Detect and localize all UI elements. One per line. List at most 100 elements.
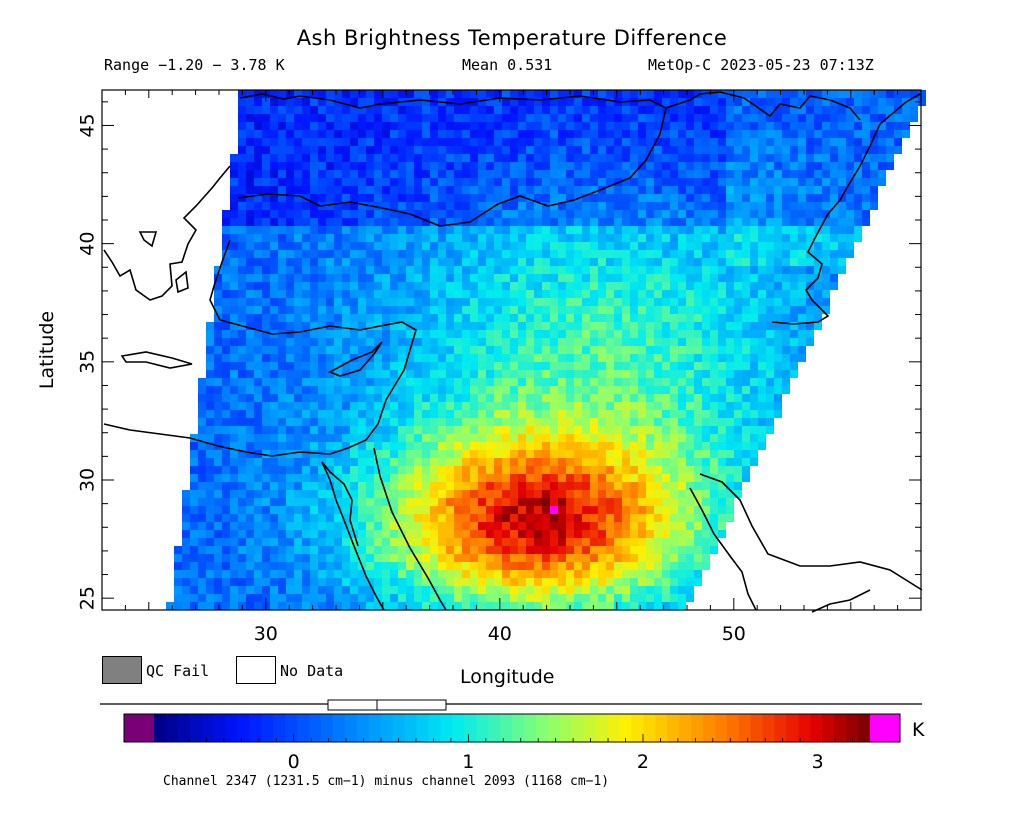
swath-pixel — [742, 418, 750, 426]
swath-pixel — [318, 498, 326, 506]
swath-pixel — [542, 442, 550, 450]
swath-pixel — [622, 490, 630, 498]
swath-pixel — [414, 98, 422, 106]
swath-pixel — [686, 426, 694, 434]
swath-pixel — [222, 298, 230, 306]
swath-pixel — [590, 522, 598, 530]
swath-pixel — [310, 482, 318, 490]
swath-pixel — [838, 162, 846, 170]
swath-pixel — [270, 130, 278, 138]
swath-pixel — [694, 266, 702, 274]
swath-pixel — [606, 218, 614, 226]
swath-pixel — [462, 290, 470, 298]
swath-pixel — [478, 578, 486, 586]
swath-pixel — [222, 506, 230, 514]
swath-pixel — [638, 450, 646, 458]
swath-pixel — [550, 386, 558, 394]
swath-pixel — [734, 178, 742, 186]
swath-pixel — [542, 426, 550, 434]
swath-pixel — [614, 186, 622, 194]
swath-pixel — [270, 154, 278, 162]
swath-pixel — [262, 418, 270, 426]
swath-pixel — [670, 210, 678, 218]
swath-pixel — [310, 258, 318, 266]
swath-pixel — [318, 98, 326, 106]
swath-pixel — [686, 586, 694, 594]
swath-pixel — [406, 546, 414, 554]
swath-pixel — [654, 210, 662, 218]
swath-pixel — [478, 242, 486, 250]
swath-pixel — [622, 386, 630, 394]
swath-pixel — [286, 146, 294, 154]
swath-pixel — [742, 250, 750, 258]
swath-pixel — [494, 290, 502, 298]
swath-pixel — [662, 354, 670, 362]
swath-pixel — [558, 266, 566, 274]
swath-pixel — [414, 282, 422, 290]
swath-pixel — [286, 282, 294, 290]
swath-pixel — [782, 162, 790, 170]
swath-pixel — [654, 314, 662, 322]
swath-pixel — [662, 170, 670, 178]
swath-pixel — [670, 538, 678, 546]
swath-pixel — [606, 554, 614, 562]
swath-pixel — [382, 338, 390, 346]
swath-pixel — [358, 194, 366, 202]
swath-pixel — [342, 354, 350, 362]
swath-pixel — [350, 418, 358, 426]
swath-pixel — [678, 498, 686, 506]
swath-pixel — [278, 202, 286, 210]
swath-pixel — [214, 450, 222, 458]
swath-pixel — [238, 498, 246, 506]
swath-pixel — [238, 530, 246, 538]
swath-pixel — [454, 274, 462, 282]
swath-pixel — [462, 274, 470, 282]
swath-pixel — [870, 202, 878, 210]
swath-pixel — [342, 418, 350, 426]
swath-pixel — [334, 226, 342, 234]
swath-pixel — [446, 506, 454, 514]
swath-pixel — [510, 130, 518, 138]
swath-pixel — [222, 554, 230, 562]
swath-pixel — [462, 506, 470, 514]
swath-pixel — [574, 458, 582, 466]
swath-pixel — [558, 570, 566, 578]
swath-pixel — [414, 450, 422, 458]
swath-pixel — [790, 290, 798, 298]
swath-pixel — [502, 98, 510, 106]
swath-pixel — [510, 330, 518, 338]
swath-pixel — [526, 290, 534, 298]
swath-pixel — [598, 106, 606, 114]
swath-pixel — [630, 562, 638, 570]
swath-pixel — [334, 338, 342, 346]
swath-pixel — [350, 322, 358, 330]
swath-pixel — [230, 466, 238, 474]
swath-pixel — [406, 258, 414, 266]
swath-pixel — [254, 266, 262, 274]
swath-pixel — [582, 106, 590, 114]
swath-pixel — [486, 594, 494, 602]
swath-pixel — [862, 114, 870, 122]
swath-pixel — [614, 506, 622, 514]
swath-pixel — [414, 474, 422, 482]
swath-pixel — [326, 394, 334, 402]
swath-pixel — [566, 538, 574, 546]
swath-pixel — [766, 298, 774, 306]
swath-pixel — [414, 426, 422, 434]
swath-pixel — [478, 338, 486, 346]
swath-pixel — [630, 210, 638, 218]
swath-pixel — [430, 226, 438, 234]
swath-pixel — [654, 466, 662, 474]
swath-pixel — [582, 458, 590, 466]
swath-pixel — [558, 274, 566, 282]
swath-pixel — [190, 474, 198, 482]
swath-pixel — [246, 410, 254, 418]
swath-pixel — [414, 122, 422, 130]
swath-pixel — [350, 266, 358, 274]
swath-pixel — [230, 362, 238, 370]
swath-pixel — [438, 594, 446, 602]
swath-pixel — [654, 202, 662, 210]
swath-pixel — [742, 242, 750, 250]
swath-pixel — [342, 506, 350, 514]
swath-pixel — [758, 154, 766, 162]
